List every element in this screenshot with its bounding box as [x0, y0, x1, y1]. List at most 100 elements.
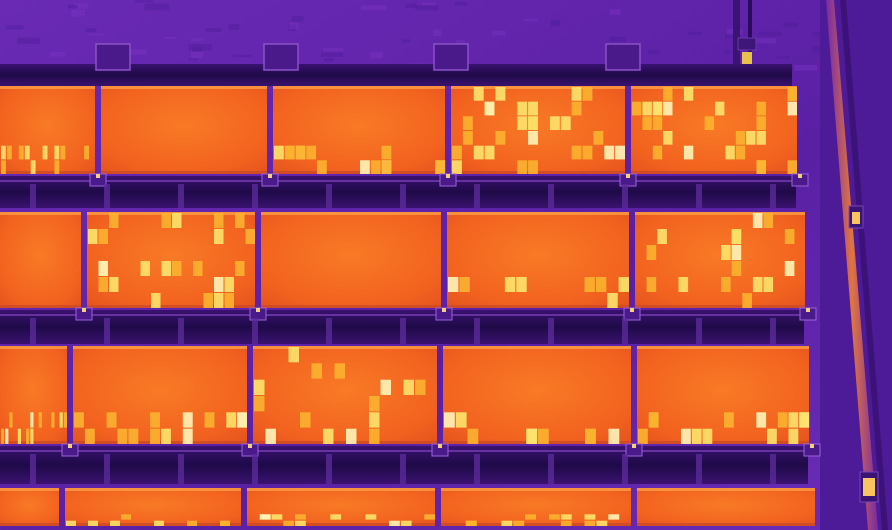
hotspot-cell [584, 277, 595, 292]
hotspot-cell [448, 277, 459, 292]
panel-bottom-edge [273, 171, 445, 174]
panel-surface [0, 488, 59, 526]
panel-surface [447, 212, 629, 308]
hotspot-cell [30, 428, 34, 444]
hotspot-cell [172, 213, 182, 228]
ground-speckle [164, 36, 177, 39]
solar-panel [635, 212, 805, 308]
hotspot-cell [245, 229, 255, 244]
hotspot-cell [6, 145, 12, 160]
ground-speckle [74, 3, 89, 9]
hotspot-cell [140, 261, 150, 276]
rack-post [548, 454, 554, 484]
hotspot-cell [484, 101, 495, 116]
hotspot-cell [106, 412, 117, 428]
hotspot-cell [784, 229, 795, 244]
hotspot-cell [98, 261, 108, 276]
clamp-bolt [82, 308, 86, 312]
hotspot-cell [150, 428, 160, 444]
rack-post [326, 454, 332, 484]
rack-post-top [433, 43, 469, 71]
ground-speckle [190, 38, 204, 42]
hotspot-cell [288, 347, 299, 363]
ground-speckle [492, 30, 506, 36]
panel-bottom-edge [441, 523, 631, 526]
solar-panel [73, 346, 247, 444]
top-rack-rail [0, 64, 792, 86]
hotspot-cell [756, 101, 766, 116]
hotspot-cell [444, 412, 455, 428]
rack-post [30, 454, 36, 484]
hotspot-cell [415, 379, 426, 395]
hotspot-cell [735, 131, 746, 145]
hotspot-cell [182, 428, 193, 444]
hotspot-cell [5, 428, 9, 444]
hotspot-cell [462, 131, 473, 145]
ground-speckle [188, 44, 213, 51]
ground-speckle [190, 51, 203, 59]
solar-panel [447, 212, 629, 308]
hotspot-cell [150, 412, 160, 428]
solar-panel [0, 346, 67, 444]
hotspot-cell [788, 428, 799, 444]
hotspot-cell [593, 131, 604, 145]
hotspot-cell [495, 131, 506, 145]
panel-bottom-edge [101, 171, 267, 174]
hotspot-cell [271, 514, 283, 520]
hotspot-cell [517, 160, 528, 174]
solar-panel [253, 346, 437, 444]
hotspot-cell [154, 520, 164, 526]
hotspot-cell [742, 293, 752, 308]
hotspot-cell [381, 145, 392, 160]
ground-speckle [321, 52, 343, 57]
hotspot-cell [151, 293, 161, 308]
ground-speckle [524, 18, 538, 22]
hotspot-cell [265, 428, 276, 444]
hotspot-cell [681, 428, 691, 444]
hotspot-cell [799, 412, 810, 428]
panel-top-edge [635, 212, 805, 215]
ground-speckle [415, 5, 439, 11]
solar-panel [441, 488, 631, 526]
rack-post [400, 454, 406, 484]
hotspot-cell [465, 520, 477, 526]
clamp-bolt [446, 174, 450, 178]
ground-speckle [5, 25, 24, 30]
hotspot-cell [585, 428, 596, 444]
hotspot-cell [220, 520, 230, 526]
panel-surface [247, 488, 435, 526]
ground-speckle [288, 24, 296, 32]
ground-speckle [188, 58, 198, 61]
hotspot-cell [110, 520, 120, 526]
solar-panel [443, 346, 631, 444]
hotspot-cell [608, 428, 620, 444]
hotspot-cell [516, 277, 527, 292]
hotspot-cell [725, 145, 735, 160]
hotspot-cell [528, 101, 538, 116]
rack-post-top [263, 43, 299, 71]
solar-panel [65, 488, 241, 526]
hotspot-cell [763, 213, 774, 228]
hotspot-cell [495, 87, 506, 101]
hotspot-cell [424, 514, 436, 520]
rack-post [770, 184, 776, 208]
hotspot-cell [777, 412, 788, 428]
clamp-bolt [438, 444, 442, 448]
hotspot-cell [259, 514, 271, 520]
rack-rail-highlight [0, 314, 804, 316]
hotspot-cell [787, 160, 797, 174]
rack-post [770, 318, 776, 344]
hotspot-cell [334, 363, 345, 379]
ground-texture [5, 0, 836, 71]
hotspot-cell [295, 514, 306, 520]
hotspot-cell [370, 160, 381, 174]
hotspot-cell [18, 145, 24, 160]
panel-top-edge [0, 212, 81, 215]
rack-rail-highlight [0, 180, 796, 182]
panel-top-edge [247, 488, 435, 491]
junction-box-right [848, 205, 864, 229]
ground-speckle [86, 28, 97, 33]
panel-top-edge [637, 488, 815, 491]
panel-surface [261, 212, 441, 308]
hotspot-cell [517, 116, 528, 130]
